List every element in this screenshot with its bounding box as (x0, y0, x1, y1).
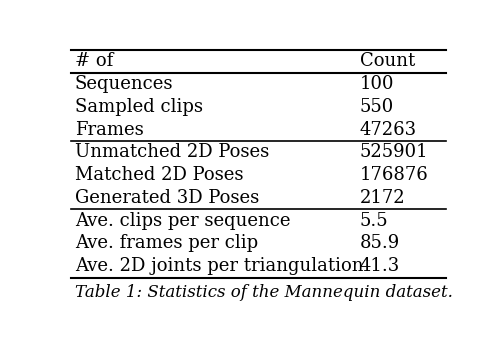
Text: Sampled clips: Sampled clips (75, 98, 203, 116)
Text: 176876: 176876 (360, 166, 428, 184)
Text: 41.3: 41.3 (360, 257, 400, 275)
Text: Ave. 2D joints per triangulation: Ave. 2D joints per triangulation (75, 257, 363, 275)
Text: Count: Count (360, 52, 415, 70)
Text: 525901: 525901 (360, 143, 428, 161)
Text: Matched 2D Poses: Matched 2D Poses (75, 166, 243, 184)
Text: 100: 100 (360, 75, 394, 93)
Text: # of: # of (75, 52, 113, 70)
Text: 2172: 2172 (360, 189, 406, 207)
Text: Frames: Frames (75, 120, 144, 139)
Text: Unmatched 2D Poses: Unmatched 2D Poses (75, 143, 269, 161)
Text: Ave. frames per clip: Ave. frames per clip (75, 235, 258, 252)
Text: Ave. clips per sequence: Ave. clips per sequence (75, 212, 290, 230)
Text: 550: 550 (360, 98, 394, 116)
Text: 47263: 47263 (360, 120, 417, 139)
Text: 85.9: 85.9 (360, 235, 400, 252)
Text: Table 1: Statistics of the Mannequin dataset.: Table 1: Statistics of the Mannequin dat… (75, 284, 453, 301)
Text: 5.5: 5.5 (360, 212, 389, 230)
Text: Generated 3D Poses: Generated 3D Poses (75, 189, 259, 207)
Text: Sequences: Sequences (75, 75, 173, 93)
